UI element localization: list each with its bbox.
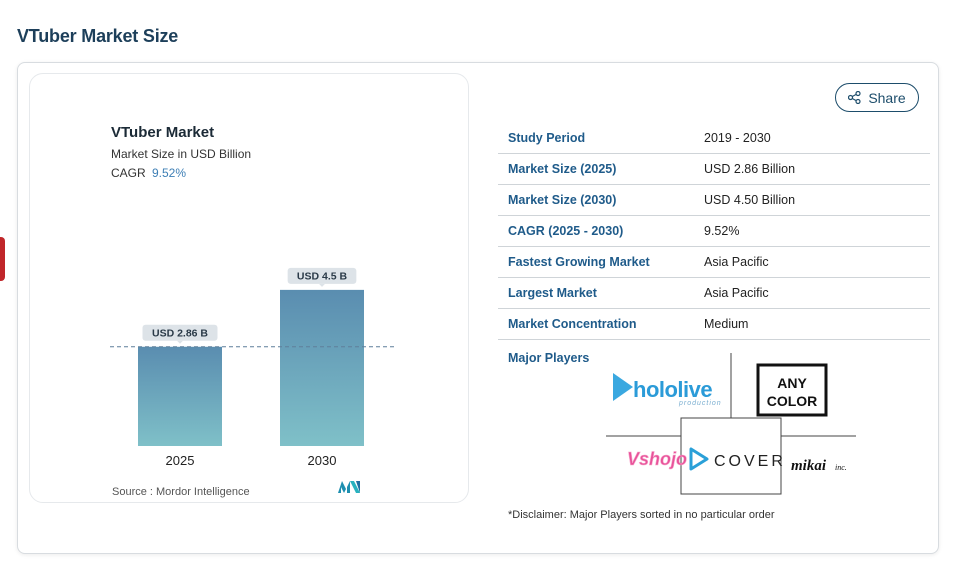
svg-text:Vshojo: Vshojo	[627, 449, 687, 469]
svg-text:inc.: inc.	[835, 463, 847, 472]
stat-row: Market Concentration Medium	[498, 308, 930, 340]
market-chart: VTuber Market Market Size in USD Billion…	[110, 124, 395, 498]
stat-value: 9.52%	[704, 215, 930, 247]
market-stats-table: Study Period 2019 - 2030 Market Size (202…	[498, 123, 930, 340]
svg-text:ANY: ANY	[777, 375, 807, 391]
svg-text:COVER: COVER	[714, 453, 786, 470]
bar-2030	[280, 289, 364, 446]
stat-key: Study Period	[498, 123, 704, 154]
side-tab[interactable]	[0, 237, 5, 281]
svg-text:production: production	[678, 400, 722, 407]
mordor-logo-icon	[338, 481, 360, 493]
stat-key: Market Size (2025)	[498, 153, 704, 185]
chart-source: Source : Mordor Intelligence	[112, 486, 250, 498]
market-overview-card: VTuber Market Market Size in USD Billion…	[17, 62, 939, 554]
share-button[interactable]: Share	[835, 83, 919, 112]
data-label-bg	[287, 267, 357, 284]
stat-value: Asia Pacific	[704, 246, 930, 278]
anycolor-logo: ANY COLOR	[756, 363, 828, 417]
data-label-pointer	[319, 283, 325, 287]
stat-value: USD 2.86 Billion	[704, 153, 930, 185]
data-label-pointer	[177, 340, 183, 344]
stat-row: Fastest Growing Market Asia Pacific	[498, 246, 930, 278]
stat-row: Market Size (2030) USD 4.50 Billion	[498, 184, 930, 216]
chart-card: VTuber Market Market Size in USD Billion…	[29, 73, 469, 503]
share-label: Share	[868, 89, 906, 106]
stat-value: Medium	[704, 308, 930, 340]
category-label: 2025	[166, 453, 195, 468]
chart-title: VTuber Market	[111, 124, 214, 141]
svg-text:mikai: mikai	[791, 458, 827, 474]
hololive-logo: hololive production	[613, 373, 722, 407]
chart-subtitle: Market Size in USD Billion	[111, 147, 251, 161]
chart-cagr-value: 9.52%	[152, 166, 186, 180]
stat-key: Fastest Growing Market	[498, 246, 704, 278]
svg-text:COLOR: COLOR	[767, 393, 818, 409]
svg-text:hololive: hololive	[633, 377, 712, 402]
chart-cagr-label: CAGR	[111, 166, 146, 180]
stat-key: Market Size (2030)	[498, 184, 704, 216]
major-players-logos: hololive production ANY COLOR Vshojo COV…	[606, 353, 856, 495]
category-label: 2030	[308, 453, 337, 468]
page-title: VTuber Market Size	[17, 26, 179, 46]
mikai-logo: mikai inc.	[791, 458, 847, 474]
stat-row: Largest Market Asia Pacific	[498, 277, 930, 309]
cover-logo: COVER	[689, 447, 786, 471]
stat-key: Market Concentration	[498, 308, 704, 340]
stat-row: CAGR (2025 - 2030) 9.52%	[498, 215, 930, 247]
stat-value: USD 4.50 Billion	[704, 184, 930, 216]
vshojo-logo: Vshojo	[627, 449, 688, 470]
data-label: USD 4.5 B	[297, 270, 348, 282]
data-label-bg	[142, 324, 218, 341]
stat-value: 2019 - 2030	[704, 123, 930, 154]
stat-value: Asia Pacific	[704, 277, 930, 309]
stat-row: Market Size (2025) USD 2.86 Billion	[498, 153, 930, 185]
stat-key: Largest Market	[498, 277, 704, 309]
stat-row: Study Period 2019 - 2030	[498, 123, 930, 154]
disclaimer: *Disclaimer: Major Players sorted in no …	[508, 509, 775, 521]
share-icon	[848, 91, 861, 104]
stat-key: CAGR (2025 - 2030)	[498, 215, 704, 247]
bar-2025	[138, 346, 222, 446]
major-players-label: Major Players	[508, 351, 590, 365]
data-label: USD 2.86 B	[152, 327, 208, 339]
